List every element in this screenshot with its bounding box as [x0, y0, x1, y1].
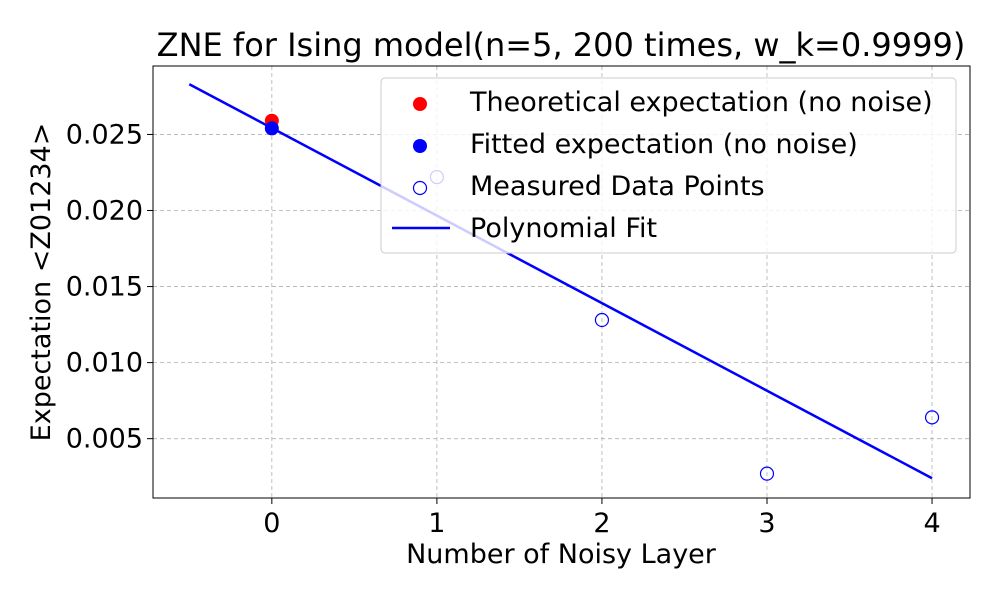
y-tick-label: 0.010: [66, 348, 143, 379]
polynomial-fit-line: [188, 83, 933, 480]
measured-data-point: [759, 466, 775, 481]
legend: Theoretical expectation (no noise) Fitte…: [380, 77, 957, 254]
x-axis-label: Number of Noisy Layer: [406, 539, 717, 570]
axes-frame: [152, 65, 971, 499]
y-axis-label: Expectation <Z01234>: [26, 123, 57, 442]
plot-area: [188, 83, 940, 481]
y-tick-label: 0.015: [66, 272, 143, 303]
legend-label-measured: Measured Data Points: [470, 171, 765, 202]
legend-box: [380, 77, 957, 254]
y-tick-label: 0.025: [66, 119, 143, 150]
x-tick-label: 0: [263, 508, 280, 539]
x-tick-label: 2: [593, 508, 610, 539]
x-tick-label: 1: [428, 508, 445, 539]
legend-label-theoretical: Theoretical expectation (no noise): [469, 87, 933, 118]
x-tick-label: 3: [758, 508, 775, 539]
ticks: 0 1 2 3 4 0.005 0.010 0.015 0.020 0.025: [66, 119, 941, 539]
y-tick-label: 0.020: [66, 196, 143, 227]
chart-title: ZNE for Ising model(n=5, 200 times, w_k=…: [157, 26, 966, 64]
measured-data-point: [594, 312, 610, 328]
x-tick-label: 4: [923, 508, 940, 539]
measured-data-point: [924, 410, 940, 425]
legend-marker-measured: [412, 180, 428, 196]
legend-marker-theoretical: [413, 97, 427, 111]
y-tick-label: 0.005: [66, 424, 143, 455]
legend-label-fit: Polynomial Fit: [470, 213, 657, 244]
legend-marker-fitted: [413, 139, 427, 153]
legend-label-fitted: Fitted expectation (no noise): [470, 129, 858, 160]
fitted-expectation-point: [264, 121, 279, 136]
